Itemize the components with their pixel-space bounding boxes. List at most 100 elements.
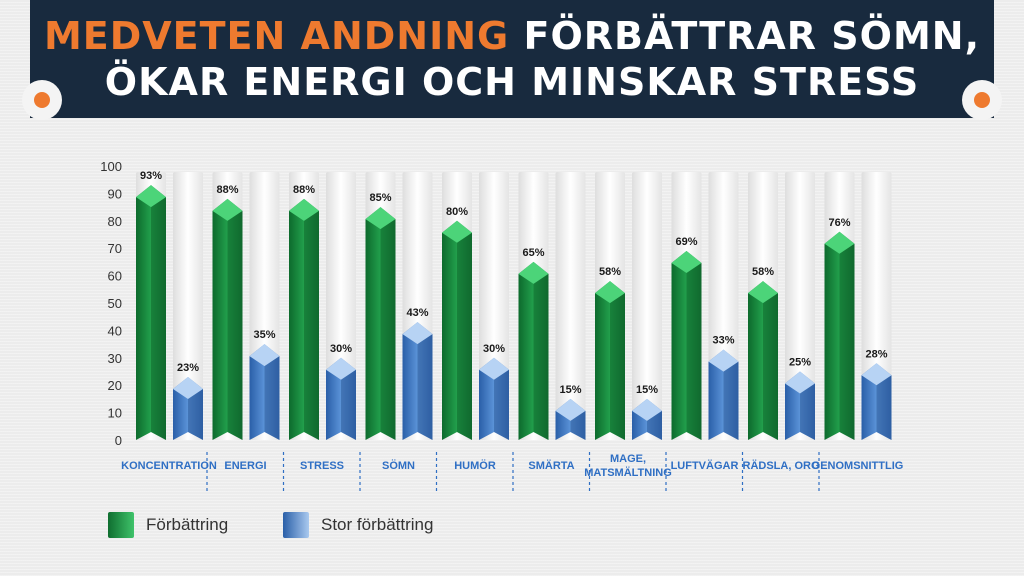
bar-forbattring-genomsnittlig-shade <box>839 243 855 440</box>
bar-stor-forbattring-stress-shade <box>341 369 356 440</box>
chart-title-line-1: MEDVETEN ANDNING FÖRBÄTTRAR SÖMN, <box>44 13 980 59</box>
bar-forbattring-energi-cap <box>212 198 243 221</box>
data-label-forbattring-stress: 88% <box>293 184 315 196</box>
bar-forbattring-radsla-cap <box>748 281 778 304</box>
bar-forbattring-humor-shade <box>457 232 472 440</box>
bar-forbattring-mage <box>595 281 625 440</box>
bar-forbattring-stress-cap <box>289 198 319 221</box>
data-label-forbattring-genomsnittlig: 76% <box>828 217 850 229</box>
legend-item-forbattring: Förbättring <box>108 512 228 538</box>
data-label-stor-forbattring-stress: 30% <box>330 343 352 355</box>
title-banner: MEDVETEN ANDNING FÖRBÄTTRAR SÖMN, ÖKAR E… <box>30 0 994 118</box>
bar-stor-forbattring-energi <box>249 344 280 440</box>
bar-forbattring-luftvagar-cap <box>671 250 702 273</box>
bar-forbattring-smarta <box>518 261 549 440</box>
right-corner-dot <box>974 92 990 108</box>
legend-swatch-green <box>108 512 134 538</box>
bar-track <box>785 172 815 440</box>
data-label-forbattring-energi: 88% <box>216 184 238 196</box>
bar-stor-forbattring-stress-cap <box>326 357 356 380</box>
y-tick-label: 60 <box>108 269 122 284</box>
bar-forbattring-genomsnittlig-cap <box>824 231 855 254</box>
bar-forbattring-koncentration-cap <box>136 185 166 208</box>
bar-forbattring-smarta-shade <box>533 273 549 440</box>
bar-forbattring-koncentration <box>136 185 166 440</box>
chart-title-accent: MEDVETEN ANDNING <box>43 14 510 58</box>
data-label-stor-forbattring-radsla: 25% <box>789 357 811 369</box>
left-corner-dot <box>34 92 50 108</box>
bar-stor-forbattring-energi-shade <box>264 356 280 440</box>
y-tick-label: 70 <box>108 241 122 256</box>
data-label-stor-forbattring-smarta: 15% <box>559 384 581 396</box>
bar-forbattring-humor-cap <box>442 220 472 243</box>
data-label-stor-forbattring-energi: 35% <box>253 329 275 341</box>
bar-forbattring-energi-shade <box>227 210 243 440</box>
data-label-forbattring-radsla: 58% <box>752 266 774 278</box>
data-label-stor-forbattring-mage: 15% <box>636 384 658 396</box>
bar-stor-forbattring-genomsnittlig-shade <box>876 375 892 440</box>
bar-stor-forbattring-genomsnittlig <box>861 363 892 440</box>
y-tick-label: 50 <box>108 296 122 311</box>
data-label-stor-forbattring-somn: 43% <box>406 307 428 319</box>
bar-stor-forbattring-humor-shade <box>494 369 509 440</box>
bar-stor-forbattring-smarta-cap <box>555 398 586 421</box>
y-tick-label: 90 <box>108 186 122 201</box>
bar-forbattring-energi <box>212 198 243 440</box>
bar-forbattring-somn <box>365 207 396 440</box>
x-tick-label-stress: STRESS <box>300 460 344 472</box>
x-tick-label-energi: ENERGI <box>224 460 266 472</box>
x-tick-label-humor: HUMÖR <box>454 459 496 472</box>
bar-forbattring-stress-shade <box>304 210 319 440</box>
bar-stor-forbattring-smarta-shade <box>570 410 586 440</box>
data-label-stor-forbattring-luftvagar: 33% <box>712 335 734 347</box>
legend-swatch-blue <box>283 512 309 538</box>
left-corner-ornament <box>22 80 62 120</box>
data-label-stor-forbattring-koncentration: 23% <box>177 362 199 374</box>
bar-stor-forbattring-energi-cap <box>249 344 280 367</box>
bar-forbattring-luftvagar-shade <box>686 262 702 440</box>
bar-forbattring-luftvagar <box>671 250 702 440</box>
bar-forbattring-somn-cap <box>365 207 396 230</box>
y-tick-label: 40 <box>108 323 122 338</box>
bar-stor-forbattring-genomsnittlig-cap <box>861 363 892 386</box>
chart-title-rest: FÖRBÄTTRAR SÖMN, <box>509 14 981 58</box>
bar-track <box>555 172 586 440</box>
bar-forbattring-mage-cap <box>595 281 625 304</box>
data-label-forbattring-koncentration: 93% <box>140 170 162 182</box>
right-corner-ornament <box>962 80 1002 120</box>
legend-item-stor-forbattring: Stor förbättring <box>283 512 433 538</box>
x-tick-label-radsla: RÄDSLA, ORO <box>743 459 820 472</box>
y-tick-label: 100 <box>100 159 122 174</box>
y-tick-label: 30 <box>108 351 122 366</box>
legend-label-stor-forbattring: Stor förbättring <box>321 515 434 534</box>
data-label-forbattring-smarta: 65% <box>522 247 544 259</box>
bar-forbattring-humor <box>442 220 472 440</box>
bar-forbattring-somn-shade <box>380 219 396 440</box>
bar-track <box>173 172 203 440</box>
bar-forbattring-radsla-shade <box>763 293 778 440</box>
bar-stor-forbattring-humor-cap <box>479 357 509 380</box>
bar-stor-forbattring-radsla-cap <box>785 371 815 394</box>
bar-forbattring-radsla <box>748 281 778 440</box>
data-label-forbattring-humor: 80% <box>446 206 468 218</box>
data-label-forbattring-mage: 58% <box>599 266 621 278</box>
x-tick-label-luftvagar: LUFTVÄGAR <box>671 459 739 472</box>
data-label-forbattring-luftvagar: 69% <box>675 236 697 248</box>
data-label-forbattring-somn: 85% <box>369 192 391 204</box>
bar-track <box>632 172 662 440</box>
x-tick-label-somn: SÖMN <box>382 459 415 472</box>
bar-stor-forbattring-humor <box>479 357 509 440</box>
bar-forbattring-mage-shade <box>610 293 625 440</box>
bar-stor-forbattring-luftvagar-shade <box>723 361 739 440</box>
bar-stor-forbattring-mage-shade <box>647 410 662 440</box>
y-tick-label: 10 <box>108 406 122 421</box>
bar-stor-forbattring-radsla <box>785 371 815 440</box>
y-tick-label: 0 <box>115 433 122 448</box>
data-label-stor-forbattring-humor: 30% <box>483 343 505 355</box>
bar-forbattring-smarta-cap <box>518 261 549 284</box>
bar-stor-forbattring-luftvagar-cap <box>708 349 739 372</box>
bar-stor-forbattring-radsla-shade <box>800 383 815 440</box>
data-label-stor-forbattring-genomsnittlig: 28% <box>865 348 887 360</box>
bar-stor-forbattring-somn <box>402 322 433 440</box>
